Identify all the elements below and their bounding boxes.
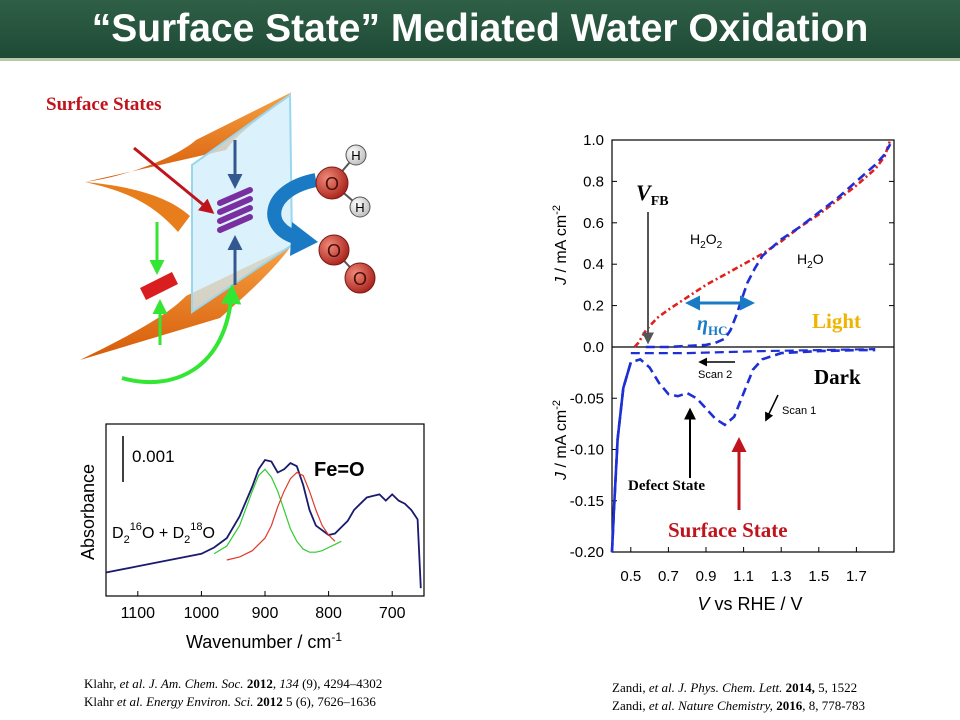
y-tick-label: -0.10: [570, 442, 604, 459]
h2o2-curve: [633, 139, 892, 348]
y-tick-label: -0.15: [570, 493, 604, 510]
jv-plot-frame: [611, 139, 895, 553]
surface-state-label: Surface State: [668, 518, 788, 542]
x-tick-label: 1100: [121, 605, 156, 622]
x-tick-label: 1.1: [733, 568, 754, 585]
y-tick-label: 1.0: [583, 132, 604, 149]
x-tick-label: 1.3: [771, 568, 792, 585]
y-tick-label: 0.4: [583, 256, 604, 273]
y-tick-label: -0.20: [570, 544, 604, 561]
title-bar: “Surface State” Mediated Water Oxidation: [0, 0, 960, 61]
reference-left-1: Klahr, et al. J. Am. Chem. Soc. 2012, 13…: [84, 676, 383, 691]
eta-label: ηHC: [697, 313, 727, 338]
y-tick-label: -0.05: [570, 390, 604, 407]
atom-label: H: [351, 148, 360, 163]
dark-onset-curve: [610, 362, 633, 553]
absorbance-chart: 1100 1000 900 800 700 0.001 Fe=O Absorbance …: [78, 423, 425, 652]
slide-title: “Surface State” Mediated Water Oxidation: [91, 7, 869, 50]
reference-right-1: Zandi, et al. J. Phys. Chem. Lett. 2014,…: [612, 680, 858, 695]
scan1-label: Scan 1: [782, 405, 816, 417]
atom-label: O: [325, 174, 339, 194]
x-tick-label: 1.7: [846, 568, 867, 585]
atom-label: O: [327, 241, 341, 261]
y-axis-label-top: J / mA cm-2: [551, 205, 570, 286]
scan2-label: Scan 2: [698, 369, 732, 381]
x-tick-label: 0.9: [696, 568, 717, 585]
light-arrow: [133, 146, 215, 214]
oxidation-arrow: [267, 173, 318, 245]
x-tick-label: 0.7: [658, 568, 679, 585]
atom-label: O: [353, 269, 367, 289]
x-tick-label: 0.5: [620, 568, 641, 585]
dark-label: Dark: [814, 365, 861, 389]
water-molecule: O H H: [315, 144, 371, 218]
reference-right-2: Zandi, et al. Nature Chemistry, 2016, 8,…: [612, 698, 866, 713]
vfb-label: VFB: [636, 180, 669, 209]
atom-label: H: [355, 200, 364, 215]
y-axis-label: Absorbance: [78, 464, 98, 560]
fit-peak-18O-line: [226, 471, 336, 561]
h2o-curve: [645, 143, 892, 349]
x-tick-label: 1000: [184, 605, 220, 622]
light-label: Light: [812, 309, 861, 333]
x-tick-label: 700: [379, 605, 406, 622]
scan1-arrow: [765, 394, 779, 422]
jv-chart: 0.5 0.7 0.9 1.1 1.3 1.5 1.7 1.0 0.8 0.6 0.4 0.2 0.0 -…: [551, 132, 895, 614]
oxygen-molecule: O O: [318, 234, 376, 294]
reference-left-2: Klahr et al. Energy Environ. Sci. 2012 5…: [84, 694, 376, 709]
fit-peak-16O-line: [213, 468, 342, 555]
conduction-band-lower: [85, 182, 190, 232]
x-tick-label: 800: [315, 605, 342, 622]
green-recombination-arrow: [121, 284, 242, 385]
x-axis-label: Wavenumber / cm-1: [186, 630, 342, 652]
y-tick-label: 0.2: [583, 298, 604, 315]
y-tick-label: 0.0: [583, 339, 604, 356]
h2o-label: H2O: [797, 251, 824, 271]
x-axis-label: V vs RHE / V: [697, 594, 802, 614]
chart-title: Fe=O: [314, 459, 365, 481]
measured-spectrum-line: [105, 458, 422, 589]
surface-state-levels: [217, 187, 253, 233]
defect-state: [140, 272, 178, 300]
oxidation-arrow-head: [290, 222, 318, 256]
y-tick-label: 0.6: [583, 215, 604, 232]
y-tick-label: 0.8: [583, 173, 604, 190]
x-tick-label: 1.5: [808, 568, 829, 585]
scale-bar-label: 0.001: [132, 447, 175, 466]
isotope-annotation: D216O + D218O: [112, 521, 215, 546]
h2o2-label: H2O2: [690, 231, 723, 251]
y-axis-label-bottom: J / mA cm-2: [551, 400, 570, 481]
dark-return-curve: [630, 348, 876, 355]
x-tick-label: 900: [252, 605, 279, 622]
defect-state-label: Defect State: [628, 478, 705, 494]
band-diagram: O H H O O: [80, 92, 376, 385]
surface-states-label: Surface States: [46, 94, 162, 115]
